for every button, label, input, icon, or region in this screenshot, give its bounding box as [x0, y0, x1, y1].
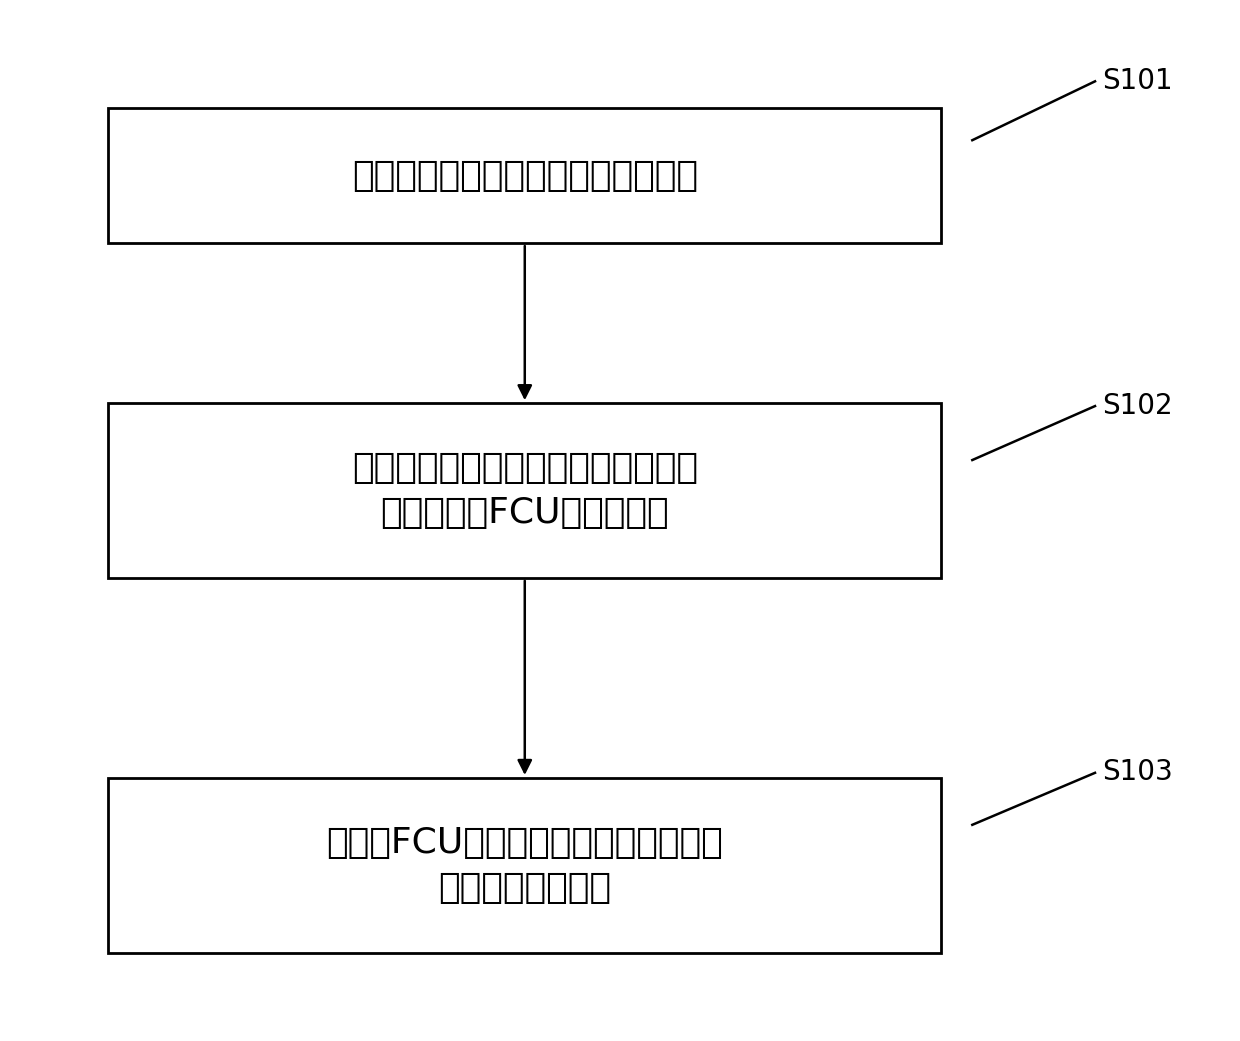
Text: 获取燃料电池车的高压总线的电流值: 获取燃料电池车的高压总线的电流值	[352, 158, 698, 193]
Bar	[108, 403, 941, 578]
Text: S101: S101	[1102, 67, 1173, 95]
Text: 料电池车的FCU的发电功率: 料电池车的FCU的发电功率	[381, 496, 670, 530]
Text: S103: S103	[1102, 758, 1173, 786]
Text: S102: S102	[1102, 391, 1173, 420]
Bar	[108, 108, 941, 244]
Text: 车的动力电池充电: 车的动力电池充电	[438, 870, 611, 905]
Text: 根据该高压总线的电流值，确定该燃: 根据该高压总线的电流值，确定该燃	[352, 451, 698, 485]
Text: 根据该FCU的发电功率，为该燃料电池: 根据该FCU的发电功率，为该燃料电池	[326, 826, 723, 860]
Bar	[108, 778, 941, 953]
